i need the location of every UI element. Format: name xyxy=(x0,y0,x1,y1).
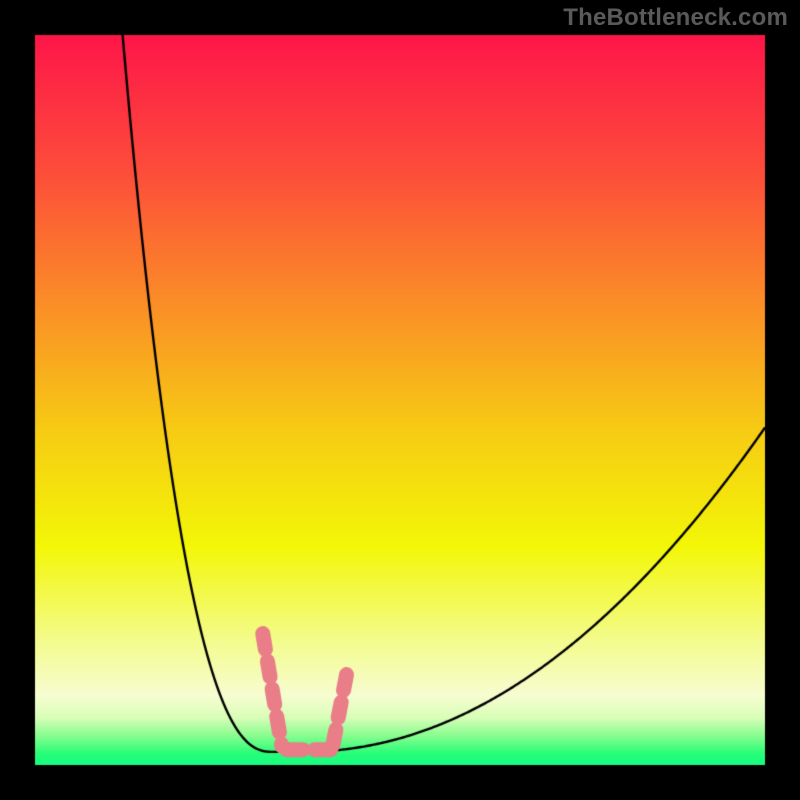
chart-stage: TheBottleneck.com xyxy=(0,0,800,800)
bottleneck-v-chart xyxy=(0,0,800,800)
watermark-text: TheBottleneck.com xyxy=(563,4,788,32)
